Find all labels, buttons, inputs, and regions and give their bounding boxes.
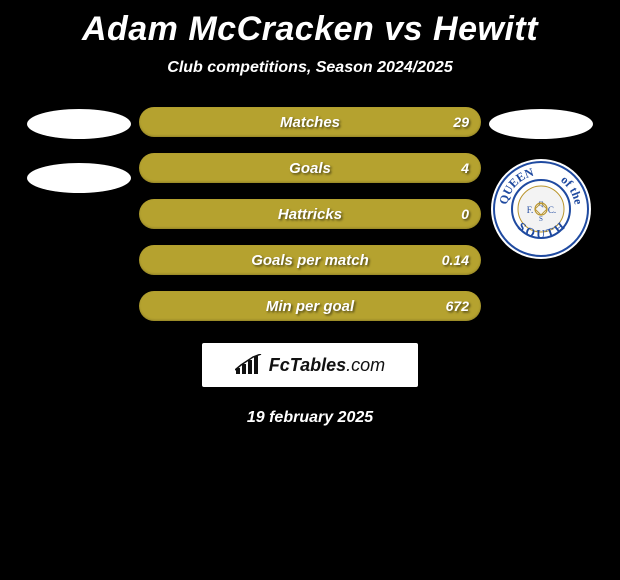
- stat-bar: Goals per match 0.14: [139, 245, 481, 275]
- svg-text:Q: Q: [538, 200, 543, 208]
- stat-bars: Matches 29 Goals 4 Hattricks 0 Goals per match…: [139, 107, 481, 321]
- stat-value-right: 0: [461, 206, 469, 222]
- player1-name: Adam McCracken: [82, 10, 374, 48]
- player1-club-placeholder: [27, 163, 131, 193]
- branding-tld: .com: [346, 355, 385, 375]
- player2-club-badge: QUEEN of the S O U T H Q F. C. S: [491, 159, 591, 259]
- comparison-body: Matches 29 Goals 4 Hattricks 0 Goals per match…: [0, 107, 620, 321]
- chart-icon: [235, 354, 263, 376]
- stat-label: Goals per match: [251, 252, 369, 269]
- stat-value-right: 4: [461, 160, 469, 176]
- branding-text: FcTables.com: [269, 355, 385, 376]
- player2-name: Hewitt: [433, 10, 538, 48]
- stat-label: Min per goal: [266, 298, 354, 315]
- svg-text:C.: C.: [548, 205, 556, 215]
- date-text: 19 february 2025: [247, 409, 373, 427]
- branding-badge[interactable]: FcTables.com: [202, 343, 418, 387]
- stat-bar: Hattricks 0: [139, 199, 481, 229]
- right-player-column: QUEEN of the S O U T H Q F. C. S: [481, 107, 601, 321]
- stat-label: Hattricks: [278, 206, 342, 223]
- svg-text:S: S: [539, 215, 543, 223]
- stat-bar: Goals 4: [139, 153, 481, 183]
- player1-avatar-placeholder: [27, 109, 131, 139]
- svg-text:F.: F.: [527, 205, 534, 215]
- player2-avatar-placeholder: [489, 109, 593, 139]
- page-title: Adam McCracken vs Hewitt: [82, 6, 538, 59]
- comparison-card: Adam McCracken vs Hewitt Club competitio…: [0, 0, 620, 427]
- vs-text: vs: [384, 10, 423, 48]
- stat-value-right: 672: [446, 298, 469, 314]
- stat-label: Goals: [289, 160, 331, 177]
- stat-bar: Matches 29: [139, 107, 481, 137]
- stat-value-right: 0.14: [442, 252, 469, 268]
- stat-label: Matches: [280, 114, 340, 131]
- subtitle-text: Club competitions, Season 2024/2025: [167, 59, 452, 107]
- club-crest-icon: QUEEN of the S O U T H Q F. C. S: [491, 159, 591, 259]
- stat-value-right: 29: [453, 114, 469, 130]
- stat-bar: Min per goal 672: [139, 291, 481, 321]
- branding-name: FcTables: [269, 355, 346, 375]
- left-player-column: [19, 107, 139, 321]
